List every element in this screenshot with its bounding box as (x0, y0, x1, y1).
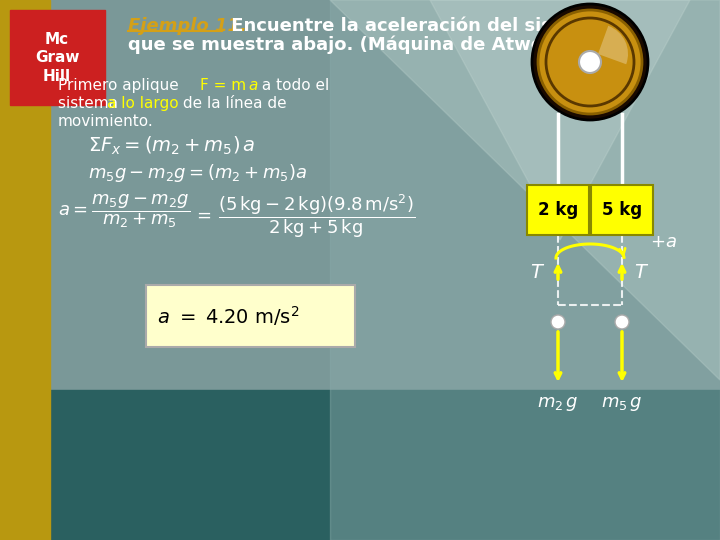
Text: que se muestra abajo. (Máquina de Atwood.): que se muestra abajo. (Máquina de Atwood… (128, 36, 583, 55)
Circle shape (538, 10, 642, 114)
Wedge shape (598, 26, 628, 64)
Text: Primero aplique: Primero aplique (58, 78, 184, 93)
Text: $+a$: $+a$ (650, 233, 677, 251)
Text: Ejemplo 11.: Ejemplo 11. (128, 17, 247, 35)
Text: $m_5\,g$: $m_5\,g$ (601, 395, 643, 413)
Polygon shape (330, 0, 720, 540)
Bar (0, 0, 50, 540)
FancyBboxPatch shape (146, 285, 355, 347)
Text: 5 kg: 5 kg (602, 201, 642, 219)
Text: $m_5 g - m_2 g = (m_2 + m_5)a$: $m_5 g - m_2 g = (m_2 + m_5)a$ (88, 162, 307, 184)
Circle shape (551, 315, 565, 329)
Circle shape (532, 4, 648, 120)
Text: a todo el: a todo el (257, 78, 329, 93)
Text: $a\ =\ 4.20\ \mathrm{m/s}^2$: $a\ =\ 4.20\ \mathrm{m/s}^2$ (157, 304, 300, 328)
Polygon shape (330, 0, 720, 380)
Text: Mc
Graw
Hill: Mc Graw Hill (35, 32, 79, 84)
Text: a lo largo: a lo largo (107, 96, 179, 111)
Bar (10, 10, 105, 105)
Text: sistema: sistema (58, 96, 123, 111)
Text: $m_2\,g$: $m_2\,g$ (537, 395, 579, 413)
Bar (527, 185, 589, 235)
Circle shape (579, 51, 601, 73)
Text: $\Sigma F_x = (m_2 + m_5)\, a$: $\Sigma F_x = (m_2 + m_5)\, a$ (88, 135, 256, 157)
Text: $T$: $T$ (634, 262, 649, 281)
Text: movimiento.: movimiento. (58, 114, 154, 129)
Polygon shape (430, 0, 690, 240)
Text: $T$: $T$ (531, 262, 546, 281)
Text: $a = \dfrac{m_5 g - m_2 g}{m_2 + m_5}$: $a = \dfrac{m_5 g - m_2 g}{m_2 + m_5}$ (58, 192, 190, 230)
Text: Encuentre la aceleración del sistema: Encuentre la aceleración del sistema (225, 17, 603, 35)
Text: $=\, \dfrac{(5\,\mathrm{kg} - 2\,\mathrm{kg})(9.8\,\mathrm{m/s}^2)}{2\,\mathrm{k: $=\, \dfrac{(5\,\mathrm{kg} - 2\,\mathrm… (193, 192, 415, 240)
Circle shape (615, 315, 629, 329)
Bar (591, 185, 653, 235)
Text: de la línea de: de la línea de (178, 96, 287, 111)
Text: F = m: F = m (200, 78, 246, 93)
Text: 2 kg: 2 kg (538, 201, 578, 219)
Bar (0, 390, 720, 540)
Text: a: a (248, 78, 257, 93)
